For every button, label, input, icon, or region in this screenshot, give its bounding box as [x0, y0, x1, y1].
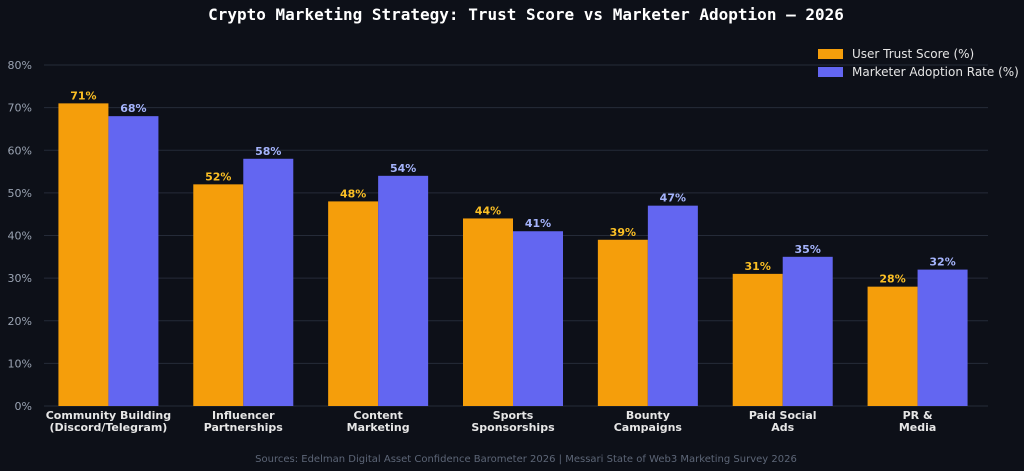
y-tick-label: 60% — [8, 144, 32, 157]
y-tick-label: 70% — [8, 102, 32, 115]
bar — [193, 184, 244, 406]
bar — [108, 116, 159, 407]
data-label: 39% — [610, 226, 636, 239]
data-label: 44% — [475, 204, 501, 217]
data-label: 48% — [340, 187, 366, 200]
x-tick-label: Paid Social — [749, 409, 817, 422]
bar — [597, 239, 648, 406]
data-label: 52% — [205, 170, 231, 183]
data-label: 28% — [879, 273, 905, 286]
bar — [917, 269, 968, 406]
bar — [328, 201, 379, 406]
x-tick-label: (Discord/Telegram) — [50, 421, 168, 434]
legend-label: Marketer Adoption Rate (%) — [852, 65, 1019, 79]
x-tick-label: Ads — [771, 421, 794, 434]
bar — [782, 256, 833, 406]
data-label: 35% — [795, 243, 821, 256]
y-tick-label: 20% — [8, 315, 32, 328]
source-note: Sources: Edelman Digital Asset Confidenc… — [255, 454, 797, 465]
x-tick-label: Partnerships — [204, 421, 284, 434]
x-tick-label: Sponsorships — [471, 421, 555, 434]
x-tick-label: Bounty — [626, 409, 670, 422]
bar — [378, 175, 429, 406]
bar — [58, 103, 109, 407]
x-axis-categories: Community Building(Discord/Telegram) Infl… — [46, 409, 937, 434]
x-tick-label: PR & — [903, 409, 933, 422]
x-tick-label: Content — [354, 409, 403, 422]
y-tick-label: 0% — [15, 400, 32, 413]
data-label: 47% — [660, 192, 686, 205]
y-tick-label: 10% — [8, 357, 32, 370]
legend: User Trust Score (%) Marketer Adoption Ra… — [818, 47, 1019, 79]
x-tick-label: Influencer — [212, 409, 275, 422]
data-label: 54% — [390, 162, 416, 175]
y-tick-label: 80% — [8, 59, 32, 72]
bar — [513, 231, 563, 406]
y-tick-label: 30% — [8, 272, 32, 285]
x-tick-label: Community Building — [46, 409, 171, 422]
data-label: 68% — [120, 102, 146, 115]
x-tick-label: Marketing — [347, 421, 410, 434]
data-label: 58% — [255, 145, 281, 158]
y-axis-ticks: 0% 10% 20% 30% 40% 50% 60% 70% 80% — [8, 59, 32, 413]
x-tick-label: Media — [899, 421, 936, 434]
x-tick-label: Campaigns — [614, 421, 683, 434]
legend-label: User Trust Score (%) — [852, 47, 974, 61]
legend-swatch — [818, 49, 843, 59]
data-label: 71% — [70, 89, 96, 102]
bars — [58, 103, 968, 407]
chart-title: Crypto Marketing Strategy: Trust Score v… — [208, 5, 844, 24]
data-label: 32% — [929, 256, 955, 269]
y-tick-label: 40% — [8, 230, 32, 243]
y-tick-label: 50% — [8, 187, 32, 200]
bar — [463, 218, 513, 406]
bar — [732, 273, 783, 406]
bar — [647, 205, 698, 406]
data-labels: 71% 68% 52% 58% 48% 54% 44% 41% 39% 47% 31% 35% 28% 3… — [70, 89, 955, 285]
data-label: 41% — [525, 217, 551, 230]
bar — [867, 286, 918, 406]
x-tick-label: Sports — [493, 409, 534, 422]
data-label: 31% — [745, 260, 771, 273]
legend-swatch — [818, 67, 843, 77]
bar — [243, 158, 294, 406]
